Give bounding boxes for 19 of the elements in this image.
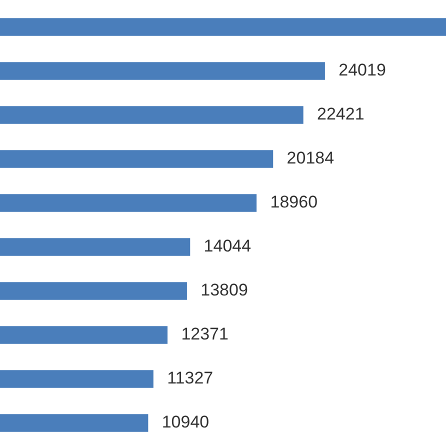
- data-label: 10940: [162, 412, 210, 432]
- data-label: 20184: [286, 148, 334, 168]
- bar: [0, 194, 257, 212]
- data-label: 13809: [200, 280, 248, 300]
- bar: [0, 414, 148, 432]
- data-label: 14044: [204, 236, 252, 256]
- bar: [0, 326, 168, 344]
- data-label: 24019: [338, 60, 386, 80]
- bar: [0, 62, 325, 80]
- bar: [0, 370, 154, 388]
- bar: [0, 106, 304, 124]
- data-label: 11327: [167, 368, 214, 388]
- bar: [0, 150, 274, 168]
- data-label: 12371: [181, 324, 228, 344]
- bar: [0, 238, 190, 256]
- data-label: 18960: [270, 192, 318, 212]
- bar: [0, 282, 187, 300]
- data-label: 22421: [317, 104, 364, 124]
- bar: [0, 18, 446, 36]
